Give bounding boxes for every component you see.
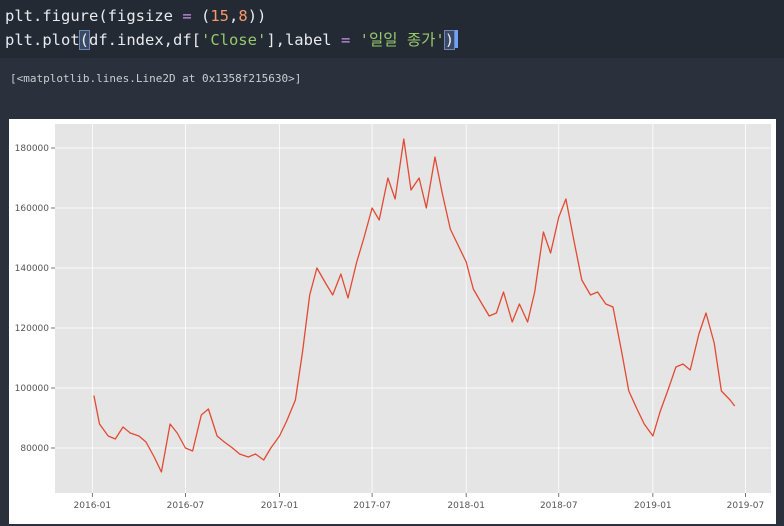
line-chart: 80000 100000 120000 140000 160000 180000 2016… — [15, 124, 771, 511]
code-token — [350, 31, 359, 49]
x-tick-label: 2017-07 — [353, 501, 391, 511]
x-tick-label: 2019-07 — [727, 501, 765, 511]
y-tick-label: 140000 — [15, 264, 50, 274]
grid — [55, 124, 771, 493]
code-line-1[interactable]: plt.figure(figsize = (15,8)) — [5, 4, 784, 28]
y-tick-label: 120000 — [15, 324, 50, 334]
y-tick-label: 80000 — [20, 444, 49, 454]
plot-area — [55, 124, 771, 493]
y-tick-label: 100000 — [15, 384, 50, 394]
code-number: 15 — [210, 7, 229, 25]
x-tick-label: 2016-07 — [167, 501, 205, 511]
code-token: )) — [247, 7, 267, 25]
x-tick-label: 2018-07 — [540, 501, 578, 511]
code-token: ],label — [266, 31, 341, 49]
x-tick-label: 2018-01 — [447, 501, 485, 511]
figure: 80000 100000 120000 140000 160000 180000 2016… — [9, 119, 776, 524]
x-axis: 2016-01 2016-07 2017-01 2017-07 2018-01 2018-… — [74, 493, 765, 511]
output-text: [<matplotlib.lines.Line2D at 0x1358f2156… — [10, 72, 302, 85]
y-axis: 80000 100000 120000 140000 160000 180000 — [15, 144, 55, 454]
code-number: 8 — [238, 7, 248, 25]
y-tick-label: 180000 — [15, 144, 50, 154]
code-string: '일일 종가' — [359, 31, 445, 49]
code-matched-paren: ( — [78, 30, 91, 50]
x-tick-label: 2017-01 — [261, 501, 299, 511]
y-tick-label: 160000 — [15, 204, 50, 214]
x-tick-label: 2019-01 — [634, 501, 672, 511]
code-operator: = — [340, 31, 351, 49]
code-matched-paren: ) — [443, 30, 456, 50]
close-price-line — [93, 138, 736, 473]
code-token: plt.plot — [5, 31, 80, 49]
code-token: , — [229, 7, 239, 25]
code-token: plt.figure(figsize — [5, 7, 183, 25]
code-token: df.index,df[ — [89, 31, 201, 49]
code-cell[interactable]: plt.figure(figsize = (15,8)) plt.plot(df… — [0, 0, 784, 58]
code-token: ( — [191, 7, 211, 25]
code-operator: = — [182, 7, 192, 25]
output-cell: [<matplotlib.lines.Line2D at 0x1358f2156… — [0, 58, 784, 526]
x-tick-label: 2016-01 — [74, 501, 112, 511]
text-cursor — [455, 30, 459, 48]
code-string: 'Close' — [200, 31, 267, 49]
code-line-2[interactable]: plt.plot(df.index,df['Close'],label = '일… — [5, 28, 784, 52]
